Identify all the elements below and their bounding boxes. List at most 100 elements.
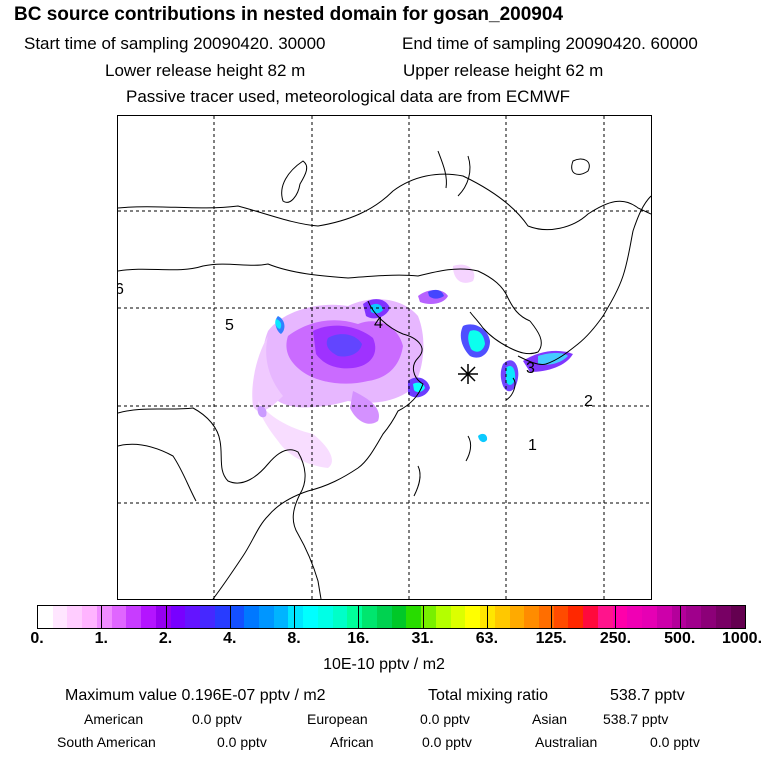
colorbar-cell [185, 606, 201, 628]
region-label-5: 5 [225, 317, 234, 334]
colorbar-cell [214, 606, 230, 628]
colorbar-units: 10E-10 pptv / m2 [323, 656, 445, 673]
colorbar-cell [67, 606, 83, 628]
colorbar-cell [642, 606, 657, 628]
colorbar-cell [627, 606, 643, 628]
colorbar-cell [303, 606, 318, 628]
region-label-4: 4 [374, 315, 383, 332]
colorbar-cell [200, 606, 215, 628]
colorbar-separator [615, 605, 617, 629]
colorbar-cell [82, 606, 97, 628]
colorbar-cell [288, 606, 304, 628]
african-value: 0.0 pptv [422, 734, 472, 750]
colorbar-tick-label: 63. [475, 630, 499, 647]
colorbar-separator [358, 605, 360, 629]
colorbar-tick-label: 31. [411, 630, 434, 647]
colorbar-cell [376, 606, 392, 628]
american-label: American [84, 711, 144, 727]
colorbar-separator [486, 605, 488, 629]
colorbar [37, 605, 746, 629]
colorbar-cell [406, 606, 422, 628]
australian-label: Australian [535, 734, 598, 750]
region-label-2: 2 [584, 393, 593, 410]
colorbar-cell [332, 606, 348, 628]
colorbar-separator [551, 605, 553, 629]
colorbar-cell [553, 606, 569, 628]
colorbar-cell [450, 606, 466, 628]
colorbar-cell [509, 606, 525, 628]
colorbar-cell [538, 606, 554, 628]
graticule [118, 116, 651, 599]
upper-height-label: Upper release height 62 m [403, 61, 604, 80]
colorbar-tick-label: 250. [599, 630, 632, 647]
colorbar-cell [347, 606, 363, 628]
colorbar-cell [259, 606, 274, 628]
colorbar-cell [244, 606, 260, 628]
colorbar-cell [52, 606, 68, 628]
colorbar-cell [465, 606, 481, 628]
total-mixing-value: 538.7 pptv [610, 687, 685, 704]
colorbar-cell [656, 606, 672, 628]
colorbar-cell [362, 606, 377, 628]
australian-value: 0.0 pptv [650, 734, 700, 750]
region-label-3: 3 [526, 360, 535, 377]
colorbar-cell [126, 606, 142, 628]
european-label: European [307, 711, 368, 727]
colorbar-separator [101, 605, 103, 629]
colorbar-tick-label: 16. [347, 630, 370, 647]
asian-value: 538.7 pptv [603, 711, 669, 727]
european-value: 0.0 pptv [420, 711, 470, 727]
tracer-note: Passive tracer used, meteorological data… [126, 87, 571, 106]
map-canvas: 6 5 4 3 2 1 [118, 116, 651, 599]
colorbar-cell [38, 606, 53, 628]
map-title: BC source contributions in nested domain… [14, 4, 564, 25]
region-label-1: 1 [528, 437, 537, 454]
receptor-star [458, 364, 478, 384]
colorbar-cell [715, 606, 731, 628]
lower-height-label: Lower release height 82 m [105, 61, 306, 80]
colorbar-cell [686, 606, 702, 628]
colorbar-cell [701, 606, 716, 628]
colorbar-cell [730, 606, 746, 628]
colorbar-separator [229, 605, 231, 629]
colorbar-cell [494, 606, 510, 628]
colorbar-cell [597, 606, 613, 628]
colorbar-tick-label: 2. [158, 630, 173, 647]
max-value: Maximum value 0.196E-07 pptv / m2 [65, 687, 326, 704]
colorbar-cell [273, 606, 289, 628]
total-mixing-label: Total mixing ratio [428, 687, 549, 704]
colorbar-tick-label: 125. [535, 630, 567, 647]
start-time-label: Start time of sampling 20090420. 30000 [24, 34, 326, 53]
colorbar-cell [568, 606, 584, 628]
colorbar-tick-label: 500. [664, 630, 696, 647]
concentration-plume [252, 264, 573, 468]
colorbar-tick-label: 0. [30, 630, 44, 647]
colorbar-cell [421, 606, 436, 628]
map-panel: 6 5 4 3 2 1 [117, 115, 652, 600]
colorbar-cell [524, 606, 539, 628]
colorbar-separator [165, 605, 167, 629]
colorbar-separator [422, 605, 424, 629]
colorbar-tick-label: 4. [223, 630, 237, 647]
colorbar-cell [671, 606, 687, 628]
colorbar-separator [679, 605, 681, 629]
south-american-value: 0.0 pptv [217, 734, 267, 750]
colorbar-cell [141, 606, 156, 628]
colorbar-separator [294, 605, 296, 629]
african-label: African [330, 734, 374, 750]
colorbar-cell [229, 606, 245, 628]
colorbar-cell [583, 606, 598, 628]
colorbar-cell [391, 606, 407, 628]
colorbar-cell [155, 606, 171, 628]
colorbar-tick-label: 8. [287, 630, 301, 647]
american-value: 0.0 pptv [192, 711, 242, 727]
asian-label: Asian [532, 711, 568, 727]
colorbar-tick-label: 1000. [721, 630, 763, 647]
end-time-label: End time of sampling 20090420. 60000 [402, 34, 698, 53]
colorbar-cell [170, 606, 186, 628]
region-label-6: 6 [118, 281, 124, 298]
colorbar-tick-label: 1. [94, 630, 108, 647]
colorbar-cell [317, 606, 333, 628]
colorbar-cell [435, 606, 451, 628]
colorbar-cell [96, 606, 112, 628]
